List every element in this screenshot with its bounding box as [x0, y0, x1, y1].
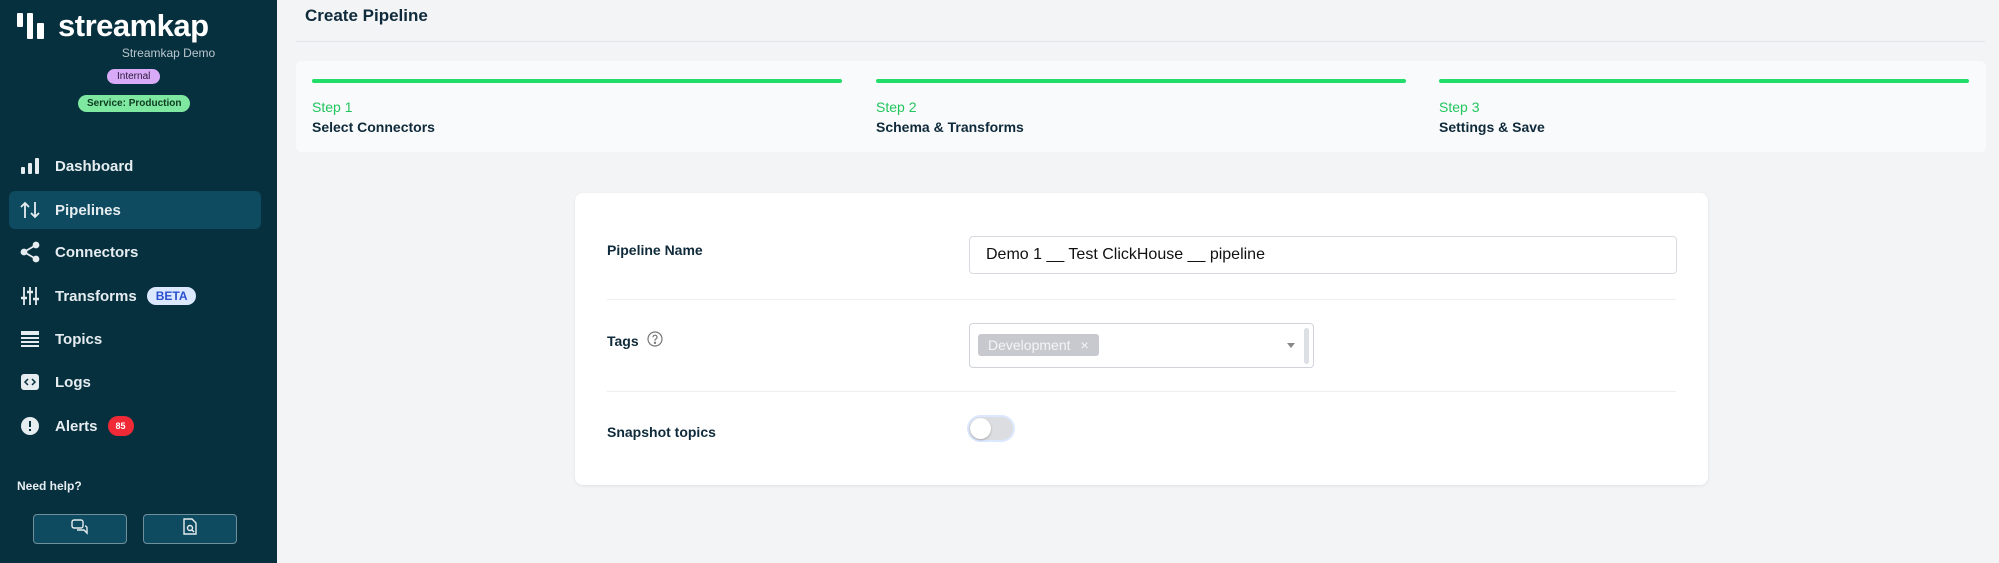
chat-icon [71, 518, 89, 540]
step-3[interactable]: Step 3 Settings & Save [1439, 79, 1969, 135]
sidebar-item-label: Pipelines [55, 201, 121, 219]
step-name: Settings & Save [1439, 119, 1545, 135]
help-circle-icon[interactable] [647, 331, 663, 350]
label-text: Snapshot topics [607, 424, 716, 440]
chevron-down-icon[interactable] [1287, 343, 1295, 348]
step-progress-bar [312, 79, 842, 83]
pipeline-name-label: Pipeline Name [607, 242, 703, 258]
divider [296, 41, 1985, 42]
step-number: Step 3 [1439, 99, 1480, 115]
logo[interactable]: streamkap [16, 10, 209, 42]
step-name: Schema & Transforms [876, 119, 1024, 135]
internal-badge: Internal [107, 69, 161, 84]
snapshot-topics-label: Snapshot topics [607, 424, 716, 440]
tag-chip: Development × [978, 334, 1099, 356]
bar-chart-icon [19, 155, 41, 177]
chat-button[interactable] [33, 514, 127, 544]
remove-tag-icon[interactable]: × [1080, 337, 1089, 353]
divider [607, 299, 1676, 300]
input-value: Demo 1 __ Test ClickHouse __ pipeline [986, 246, 1265, 263]
share-icon [19, 241, 41, 263]
toggle-knob [970, 418, 991, 439]
org-name: Streamkap Demo [121, 46, 216, 60]
pipeline-name-input[interactable]: Demo 1 __ Test ClickHouse __ pipeline [969, 236, 1677, 274]
sidebar-item-pipelines[interactable]: Pipelines [9, 191, 261, 229]
streamkap-logo-icon [17, 13, 44, 39]
step-progress-bar [876, 79, 1406, 83]
alert-icon [19, 415, 41, 437]
sidebar-item-transforms[interactable]: Transforms BETA [9, 277, 261, 315]
arrows-up-down-icon [19, 199, 41, 221]
sidebar-item-label: Connectors [55, 243, 139, 261]
sidebar-item-label: Topics [55, 330, 103, 348]
stepper: Step 1 Select Connectors Step 2 Schema &… [296, 61, 1986, 152]
divider [607, 391, 1676, 392]
doc-search-icon [183, 518, 197, 540]
sidebar-item-alerts[interactable]: Alerts 85 [9, 407, 261, 445]
need-help-label: Need help? [17, 479, 82, 493]
sidebar-item-dashboard[interactable]: Dashboard [9, 147, 261, 185]
sliders-icon [19, 285, 41, 307]
step-number: Step 2 [876, 99, 917, 115]
tags-select[interactable]: Development × [969, 323, 1314, 368]
step-2[interactable]: Step 2 Schema & Transforms [876, 79, 1406, 135]
beta-badge: BETA [146, 287, 197, 305]
tag-label: Development [988, 337, 1071, 353]
sidebar-item-label: Dashboard [55, 157, 134, 175]
sidebar-item-label: Transforms [55, 287, 137, 305]
step-1[interactable]: Step 1 Select Connectors [312, 79, 842, 135]
sidebar-item-logs[interactable]: Logs [9, 363, 261, 401]
brand-name: streamkap [58, 8, 209, 43]
tags-label: Tags [607, 331, 663, 350]
sidebar-item-label: Alerts [55, 417, 98, 435]
label-text: Pipeline Name [607, 242, 703, 258]
code-icon [19, 371, 41, 393]
sidebar-item-topics[interactable]: Topics [9, 320, 261, 358]
list-icon [19, 328, 41, 350]
step-progress-bar [1439, 79, 1969, 83]
docs-button[interactable] [143, 514, 237, 544]
service-badge: Service: Production [78, 95, 191, 112]
step-number: Step 1 [312, 99, 353, 115]
pipeline-settings-card: Pipeline Name Demo 1 __ Test ClickHouse … [575, 193, 1708, 485]
snapshot-topics-toggle[interactable] [969, 417, 1013, 440]
step-name: Select Connectors [312, 119, 435, 135]
sidebar: streamkap Streamkap Demo Internal Servic… [0, 0, 277, 563]
alerts-count-badge: 85 [107, 416, 134, 436]
label-text: Tags [607, 332, 639, 349]
page-title: Create Pipeline [305, 6, 428, 25]
sidebar-item-label: Logs [55, 373, 91, 391]
sidebar-item-connectors[interactable]: Connectors [9, 233, 261, 271]
scrollbar[interactable] [1304, 328, 1309, 364]
